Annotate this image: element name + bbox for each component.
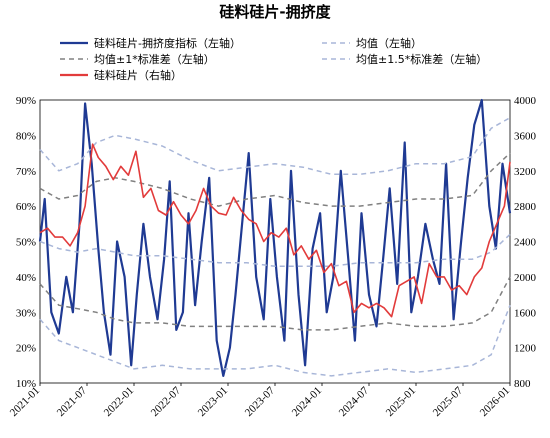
legend: 硅料硅片-拥挤度指标（左轴） 均值（左轴） 均值±1*标准差（左轴） 均值±1.5*标… (60, 36, 487, 82)
series-line (38, 98, 512, 377)
y-left-tick-label: 40% (16, 272, 36, 284)
y-right-tick-label: 2800 (514, 201, 537, 213)
y-right-tick-label: 2000 (514, 272, 537, 284)
chart-title: 硅料硅片-拥挤度 (219, 3, 331, 21)
y-left-tick-label: 20% (16, 343, 36, 355)
legend-label: 硅料硅片-拥挤度指标（左轴） (94, 36, 241, 50)
x-tick-label: 2021-07 (55, 384, 90, 419)
x-tick-label: 2022-01 (102, 385, 136, 419)
y-right-tick-label: 3200 (514, 166, 537, 178)
y-left-tick-label: 60% (16, 201, 36, 213)
y-right-tick-label: 3600 (514, 130, 537, 142)
y-left-tick-label: 80% (16, 130, 36, 142)
x-tick-label: 2025-07 (431, 384, 466, 419)
x-tick-label: 2025-01 (384, 385, 418, 419)
x-tick-label: 2023-01 (196, 385, 230, 419)
x-tick-label: 2026-01 (478, 385, 512, 419)
x-tick-label: 2024-07 (337, 384, 372, 419)
y-right-tick-label: 1200 (514, 343, 537, 355)
axes: 10% 20% 30% 40% 50% 60% 70% 80% 90% 800 1200 1600 20… (8, 95, 537, 419)
series-line (39, 152, 511, 207)
legend-label: 均值±1.5*标准差（左轴） (356, 52, 487, 66)
legend-label: 均值±1*标准差（左轴） (94, 52, 215, 66)
x-tick-label: 2023-07 (243, 384, 278, 419)
legend-label: 硅料硅片（右轴） (94, 68, 182, 82)
y-right-tick-label: 2400 (514, 237, 537, 249)
y-right-tick-label: 4000 (514, 95, 537, 107)
y-left-tick-label: 90% (16, 95, 36, 107)
legend-label: 均值（左轴） (356, 36, 422, 50)
series-line (39, 143, 511, 318)
y-left-tick-label: 70% (16, 166, 36, 178)
x-tick-label: 2024-01 (290, 385, 324, 419)
x-tick-label: 2022-07 (149, 384, 184, 419)
y-left-tick-label: 30% (16, 307, 36, 319)
series-line (39, 117, 511, 176)
y-left-tick-label: 50% (16, 237, 36, 249)
series-line (39, 304, 511, 377)
y-left-tick-label: 10% (16, 378, 36, 390)
series-layer (38, 98, 512, 377)
y-right-tick-label: 800 (514, 378, 531, 390)
y-right-tick-label: 1600 (514, 307, 537, 319)
